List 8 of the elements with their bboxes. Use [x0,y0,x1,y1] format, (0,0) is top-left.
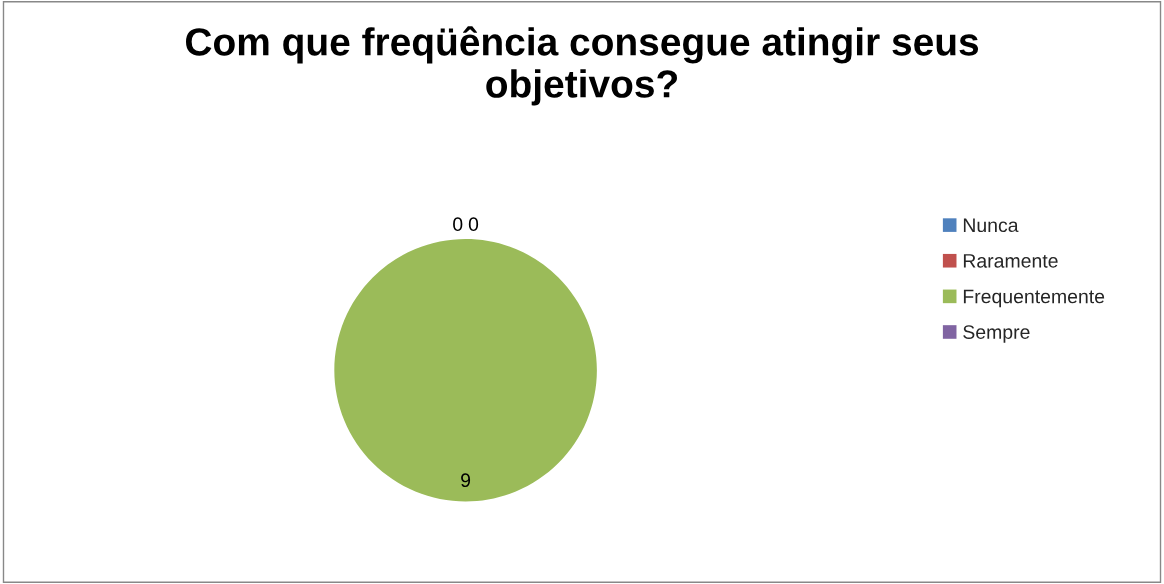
data-label: 9 [461,473,471,488]
legend-label: Nunca [963,218,1019,233]
chart-title: Com que freqüência consegue atingir seus objetivos? [186,26,979,106]
text: 0 [468,217,479,232]
text: 0 [453,217,463,232]
legend-label: Frequentemente [963,289,1105,308]
legend-label: Raramente [963,254,1058,268]
legend-label: Sempre [963,325,1030,343]
